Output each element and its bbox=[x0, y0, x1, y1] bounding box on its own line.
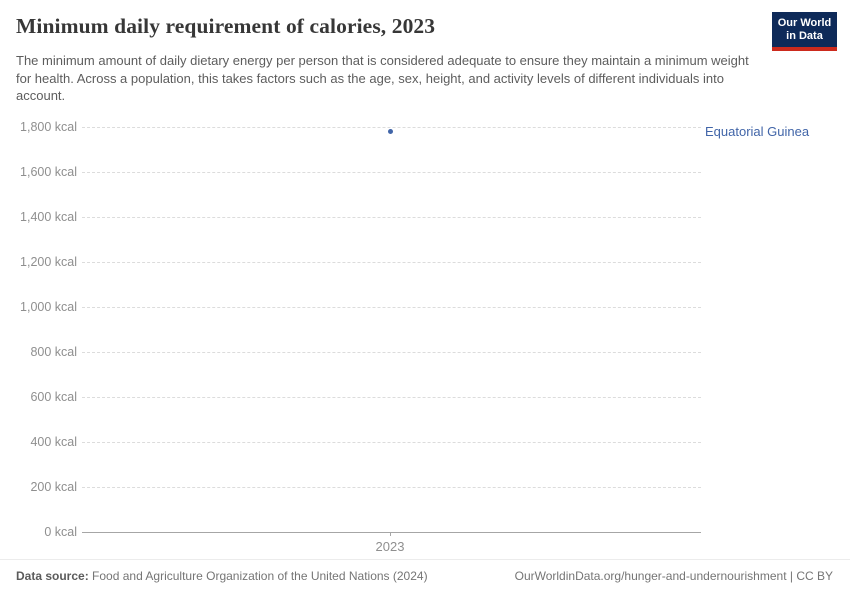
y-gridline bbox=[82, 127, 701, 128]
y-gridline bbox=[82, 442, 701, 443]
y-gridline bbox=[82, 172, 701, 173]
chart-subtitle: The minimum amount of daily dietary ener… bbox=[16, 53, 749, 103]
data-source-label: Data source: bbox=[16, 569, 89, 583]
owid-logo-line2: in Data bbox=[786, 30, 823, 42]
data-source-value: Food and Agriculture Organization of the… bbox=[88, 569, 428, 583]
y-gridline bbox=[82, 262, 701, 263]
owid-logo[interactable]: Our World in Data bbox=[772, 12, 837, 51]
y-gridline bbox=[82, 487, 701, 488]
entity-label-equatorial-guinea[interactable]: Equatorial Guinea bbox=[705, 124, 810, 139]
y-axis-tick-label: 1,000 kcal bbox=[20, 300, 77, 314]
data-point-equatorial-guinea[interactable] bbox=[387, 129, 393, 134]
y-gridline bbox=[82, 307, 701, 308]
y-axis-tick-label: 1,800 kcal bbox=[20, 120, 77, 134]
y-axis-tick-label: 1,600 kcal bbox=[20, 165, 77, 179]
data-source-note: Data source: Food and Agriculture Organi… bbox=[16, 569, 428, 583]
y-axis-tick-label: 1,200 kcal bbox=[20, 255, 77, 269]
owid-license-link[interactable]: OurWorldinData.org/hunger-and-undernouri… bbox=[514, 569, 833, 583]
y-axis-tick-label: 200 kcal bbox=[30, 480, 77, 494]
y-gridline bbox=[82, 352, 701, 353]
x-axis-line bbox=[82, 532, 701, 533]
y-axis-tick-label: 0 kcal bbox=[44, 525, 77, 539]
chart-title: Minimum daily requirement of calories, 2… bbox=[16, 14, 436, 38]
chart-footer: Data source: Food and Agriculture Organi… bbox=[16, 569, 833, 583]
y-axis-tick-label: 400 kcal bbox=[30, 435, 77, 449]
footer-divider bbox=[0, 559, 850, 560]
y-axis-tick-label: 1,400 kcal bbox=[20, 210, 77, 224]
owid-logo-line1: Our World bbox=[777, 17, 832, 29]
x-axis-tick-mark bbox=[390, 532, 391, 536]
y-gridline bbox=[82, 217, 701, 218]
y-gridline bbox=[82, 397, 701, 398]
y-axis-tick-label: 600 kcal bbox=[30, 390, 77, 404]
x-axis-tick-label: 2023 bbox=[375, 539, 405, 554]
y-axis-tick-label: 800 kcal bbox=[30, 345, 77, 359]
